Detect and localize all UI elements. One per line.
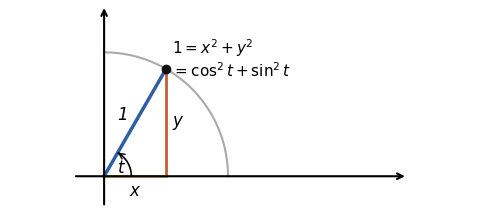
Text: 1: 1 — [117, 106, 128, 124]
Text: $x$: $x$ — [129, 182, 141, 200]
Text: $y$: $y$ — [172, 114, 185, 132]
Text: $t$: $t$ — [117, 159, 126, 177]
Text: $1 = x^2 + y^2$: $1 = x^2 + y^2$ — [172, 37, 254, 59]
Text: $= \cos^2 t + \sin^2 t$: $= \cos^2 t + \sin^2 t$ — [172, 61, 291, 80]
